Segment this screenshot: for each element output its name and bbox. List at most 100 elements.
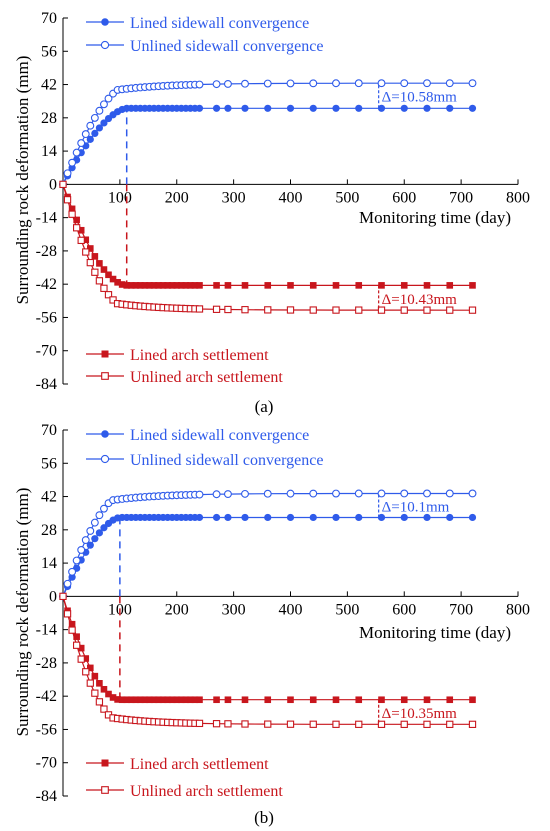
data-point <box>223 490 232 499</box>
data-point <box>224 696 232 704</box>
x-tick-label: 500 <box>335 601 359 618</box>
series-group <box>59 489 477 728</box>
data-point <box>355 696 363 704</box>
data-point <box>159 282 167 289</box>
data-point <box>95 124 103 132</box>
data-point <box>178 282 185 289</box>
data-point <box>159 696 167 704</box>
data-point <box>141 696 149 704</box>
data-point <box>332 104 340 112</box>
data-point <box>100 119 108 127</box>
data-point <box>212 80 221 89</box>
data-point <box>400 104 408 112</box>
data-point <box>264 720 272 728</box>
data-point <box>77 655 85 663</box>
data-point <box>127 696 135 704</box>
data-point <box>212 305 221 313</box>
data-point <box>241 282 249 289</box>
data-point <box>187 696 194 704</box>
data-point <box>469 282 476 289</box>
data-point <box>118 281 126 288</box>
data-point <box>354 79 363 88</box>
data-point <box>95 106 104 115</box>
x-axis-label: Monitoring time (day) <box>359 208 511 227</box>
chart-panel-b: Surrounding rock deformation (mm) Monito… <box>13 422 530 827</box>
data-point <box>309 282 317 289</box>
delta-label: Δ=10.43mm <box>382 292 458 308</box>
data-point <box>287 282 294 289</box>
data-point <box>77 139 86 148</box>
data-point <box>95 698 104 706</box>
data-point <box>100 266 108 273</box>
data-point <box>377 104 386 112</box>
data-point <box>155 696 162 704</box>
data-point <box>195 305 204 313</box>
data-point <box>91 535 99 543</box>
y-tick-label: 56 <box>41 43 57 60</box>
data-point <box>173 696 181 704</box>
data-point <box>423 282 431 289</box>
legend-marker <box>101 18 109 26</box>
data-point <box>127 282 135 289</box>
data-point <box>100 705 108 713</box>
data-point <box>100 524 108 532</box>
data-point <box>468 79 477 88</box>
data-point <box>332 282 340 289</box>
data-point <box>72 148 81 157</box>
data-point <box>155 282 162 289</box>
data-point <box>224 720 232 728</box>
data-point <box>355 306 363 314</box>
data-point <box>68 205 76 213</box>
data-point <box>86 121 95 130</box>
data-point <box>378 696 385 704</box>
data-point <box>332 696 340 704</box>
data-point <box>400 489 409 498</box>
series-3 <box>59 593 476 704</box>
data-point <box>263 489 272 498</box>
data-point <box>95 277 104 285</box>
x-axis-label: Monitoring time (day) <box>359 623 511 642</box>
data-point <box>264 513 272 522</box>
data-point <box>59 592 67 601</box>
data-point <box>73 216 80 224</box>
data-point <box>309 720 317 728</box>
y-tick-label: -14 <box>36 622 57 639</box>
y-tick-label: -56 <box>36 309 57 326</box>
y-tick-label: 56 <box>41 455 57 472</box>
data-point <box>446 513 454 522</box>
data-point <box>264 306 272 314</box>
data-point <box>264 696 272 704</box>
data-point <box>77 644 85 652</box>
data-point <box>400 282 408 289</box>
data-point <box>77 236 85 245</box>
data-point <box>195 490 204 499</box>
data-point <box>109 694 117 701</box>
data-point <box>132 696 140 704</box>
data-point <box>286 104 295 112</box>
data-point <box>73 633 80 640</box>
y-tick-label: -28 <box>36 243 57 260</box>
y-tick-label: -42 <box>36 688 57 705</box>
x-tick-label: 400 <box>279 601 303 618</box>
x-tick-label: 300 <box>222 189 246 206</box>
data-point <box>378 282 385 289</box>
x-tick-label: 700 <box>449 601 473 618</box>
y-axis-label: Surrounding rock deformation (mm) <box>13 488 32 737</box>
data-point <box>90 113 99 122</box>
data-point <box>213 696 220 704</box>
y-tick-label: 14 <box>41 555 57 572</box>
data-point <box>377 489 386 498</box>
data-point <box>400 720 408 728</box>
data-point <box>173 282 181 289</box>
legend-item-2: Unlined sidewall convergence <box>86 452 323 469</box>
y-tick-label: 28 <box>41 522 57 539</box>
data-point <box>86 526 95 535</box>
data-point <box>241 720 249 728</box>
data-point <box>241 489 249 498</box>
series-line <box>62 516 473 597</box>
x-tick-label: 400 <box>279 189 303 206</box>
y-tick-label: 28 <box>41 110 57 127</box>
data-point <box>264 104 272 112</box>
data-point <box>109 275 117 283</box>
